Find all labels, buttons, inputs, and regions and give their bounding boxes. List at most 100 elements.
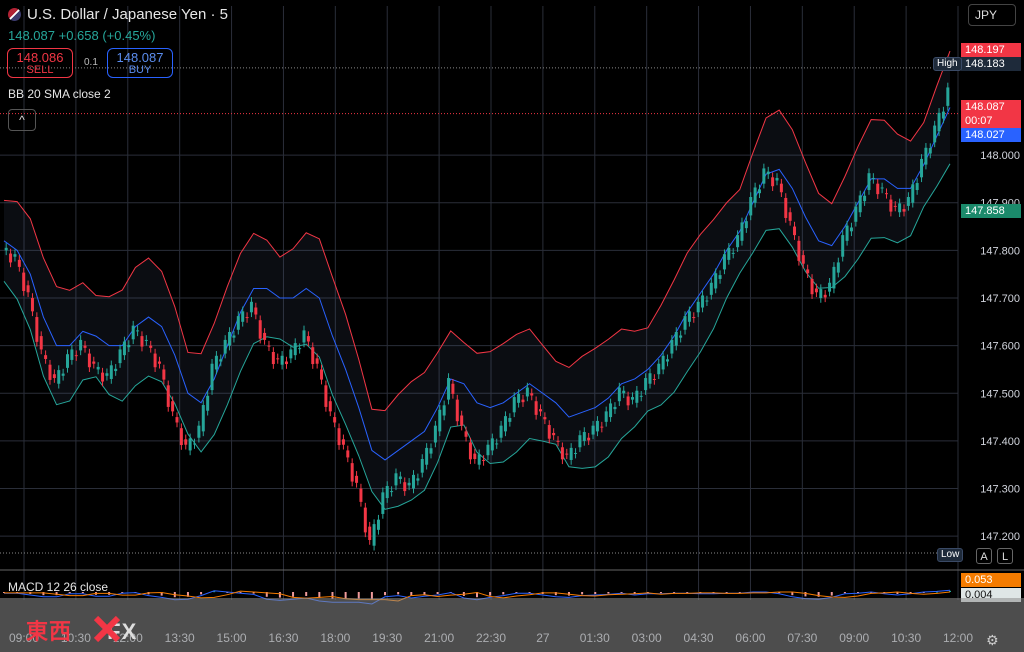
y-tick-label-6: 147.400 xyxy=(980,436,1020,448)
macd-histogram-bar xyxy=(305,592,308,596)
candle-body xyxy=(495,443,499,445)
candle-body xyxy=(714,273,718,289)
macd-histogram-bar xyxy=(344,592,347,599)
candle-body xyxy=(920,158,924,178)
y-tick-label-8: 147.200 xyxy=(980,531,1020,543)
candle-body xyxy=(30,298,34,312)
last-price-tag: 148.087 00:07 xyxy=(961,100,1021,128)
candle-body xyxy=(709,282,713,295)
candle-body xyxy=(788,212,792,221)
macd-histogram-bar xyxy=(673,592,676,593)
last-price: 148.087 xyxy=(965,101,1005,113)
candle-body xyxy=(254,307,258,315)
candle-body xyxy=(517,393,521,403)
candle-body xyxy=(657,363,661,375)
candle-body xyxy=(249,301,253,313)
currency-selector[interactable]: JPY xyxy=(968,4,1016,26)
candle-body xyxy=(4,247,8,251)
candle-body xyxy=(928,148,932,154)
candle-body xyxy=(9,253,13,263)
candle-body xyxy=(420,459,424,473)
candle-body xyxy=(574,452,578,454)
time-axis-overlay xyxy=(0,598,1024,652)
macd-histogram-bar xyxy=(186,592,189,597)
candle-body xyxy=(162,369,166,380)
candle-body xyxy=(626,396,630,406)
y-tick-label-2: 147.800 xyxy=(980,245,1020,257)
candle-body xyxy=(447,378,451,400)
buy-label: BUY xyxy=(128,64,152,76)
candle-body xyxy=(188,438,192,451)
candle-body xyxy=(578,435,582,448)
macd-histogram-bar xyxy=(502,592,505,595)
settings-gear-icon[interactable]: ⚙ xyxy=(986,632,999,648)
candle-body xyxy=(845,225,849,241)
candle-body xyxy=(79,339,83,351)
macd-histogram-bar xyxy=(607,592,610,594)
collapse-button[interactable]: ^ xyxy=(8,109,36,131)
candle-body xyxy=(122,341,126,356)
watermark: 東西 FX xyxy=(26,614,137,646)
basis-line xyxy=(3,107,951,461)
candle-body xyxy=(884,193,888,195)
candle-body xyxy=(223,339,227,354)
candle-body xyxy=(13,254,17,257)
candle-body xyxy=(390,491,394,493)
candle-body xyxy=(337,428,341,446)
candle-body xyxy=(17,259,21,267)
macd-histogram-bar xyxy=(331,592,334,599)
candle-body xyxy=(425,447,429,465)
candle-body xyxy=(35,317,39,342)
macd-histogram-bar xyxy=(909,592,912,594)
candle-body xyxy=(924,147,928,165)
candle-body xyxy=(858,195,862,213)
candle-body xyxy=(630,397,634,400)
candle-body xyxy=(740,222,744,241)
candle-body xyxy=(284,361,288,365)
sell-button[interactable]: 148.086 SELL xyxy=(7,48,73,78)
candle-body xyxy=(547,425,551,439)
macd-histogram-bar xyxy=(292,592,295,597)
macd-histogram-bar xyxy=(318,592,321,598)
candle-body xyxy=(661,355,665,370)
buy-button[interactable]: 148.087 BUY xyxy=(107,48,173,78)
log-scale-button[interactable]: L xyxy=(997,548,1013,564)
candle-body xyxy=(298,348,302,350)
candle-body xyxy=(166,385,170,407)
candle-body xyxy=(144,339,148,341)
candle-body xyxy=(293,343,297,356)
candle-body xyxy=(556,440,560,442)
candle-body xyxy=(604,411,608,422)
candle-body xyxy=(258,320,262,339)
candle-body xyxy=(867,173,871,191)
candle-body xyxy=(587,437,591,441)
candle-body xyxy=(403,482,407,492)
candle-body xyxy=(648,373,652,384)
candle-body xyxy=(652,378,656,380)
candle-body xyxy=(245,317,249,319)
candle-body xyxy=(429,448,433,454)
candle-body xyxy=(775,177,779,181)
auto-scale-button[interactable]: A xyxy=(976,548,992,564)
candle-body xyxy=(911,184,915,203)
candle-body xyxy=(793,226,797,236)
candle-body xyxy=(810,278,814,295)
macd-histogram-bar xyxy=(55,592,58,596)
y-tick-label-7: 147.300 xyxy=(980,484,1020,496)
candle-body xyxy=(368,526,372,540)
candle-body xyxy=(289,349,293,359)
candle-body xyxy=(902,209,906,212)
flag-icon xyxy=(8,8,21,21)
candle-body xyxy=(749,197,753,216)
candle-body xyxy=(385,486,389,499)
candle-body xyxy=(241,311,245,322)
candle-body xyxy=(622,390,626,394)
candle-body xyxy=(696,301,700,313)
candle-body xyxy=(552,432,556,436)
symbol-label: U.S. Dollar / Japanese Yen · 5 xyxy=(27,6,228,23)
candle-body xyxy=(512,397,516,413)
candle-body xyxy=(109,365,113,379)
candle-body xyxy=(635,390,639,403)
candle-body xyxy=(193,443,197,445)
